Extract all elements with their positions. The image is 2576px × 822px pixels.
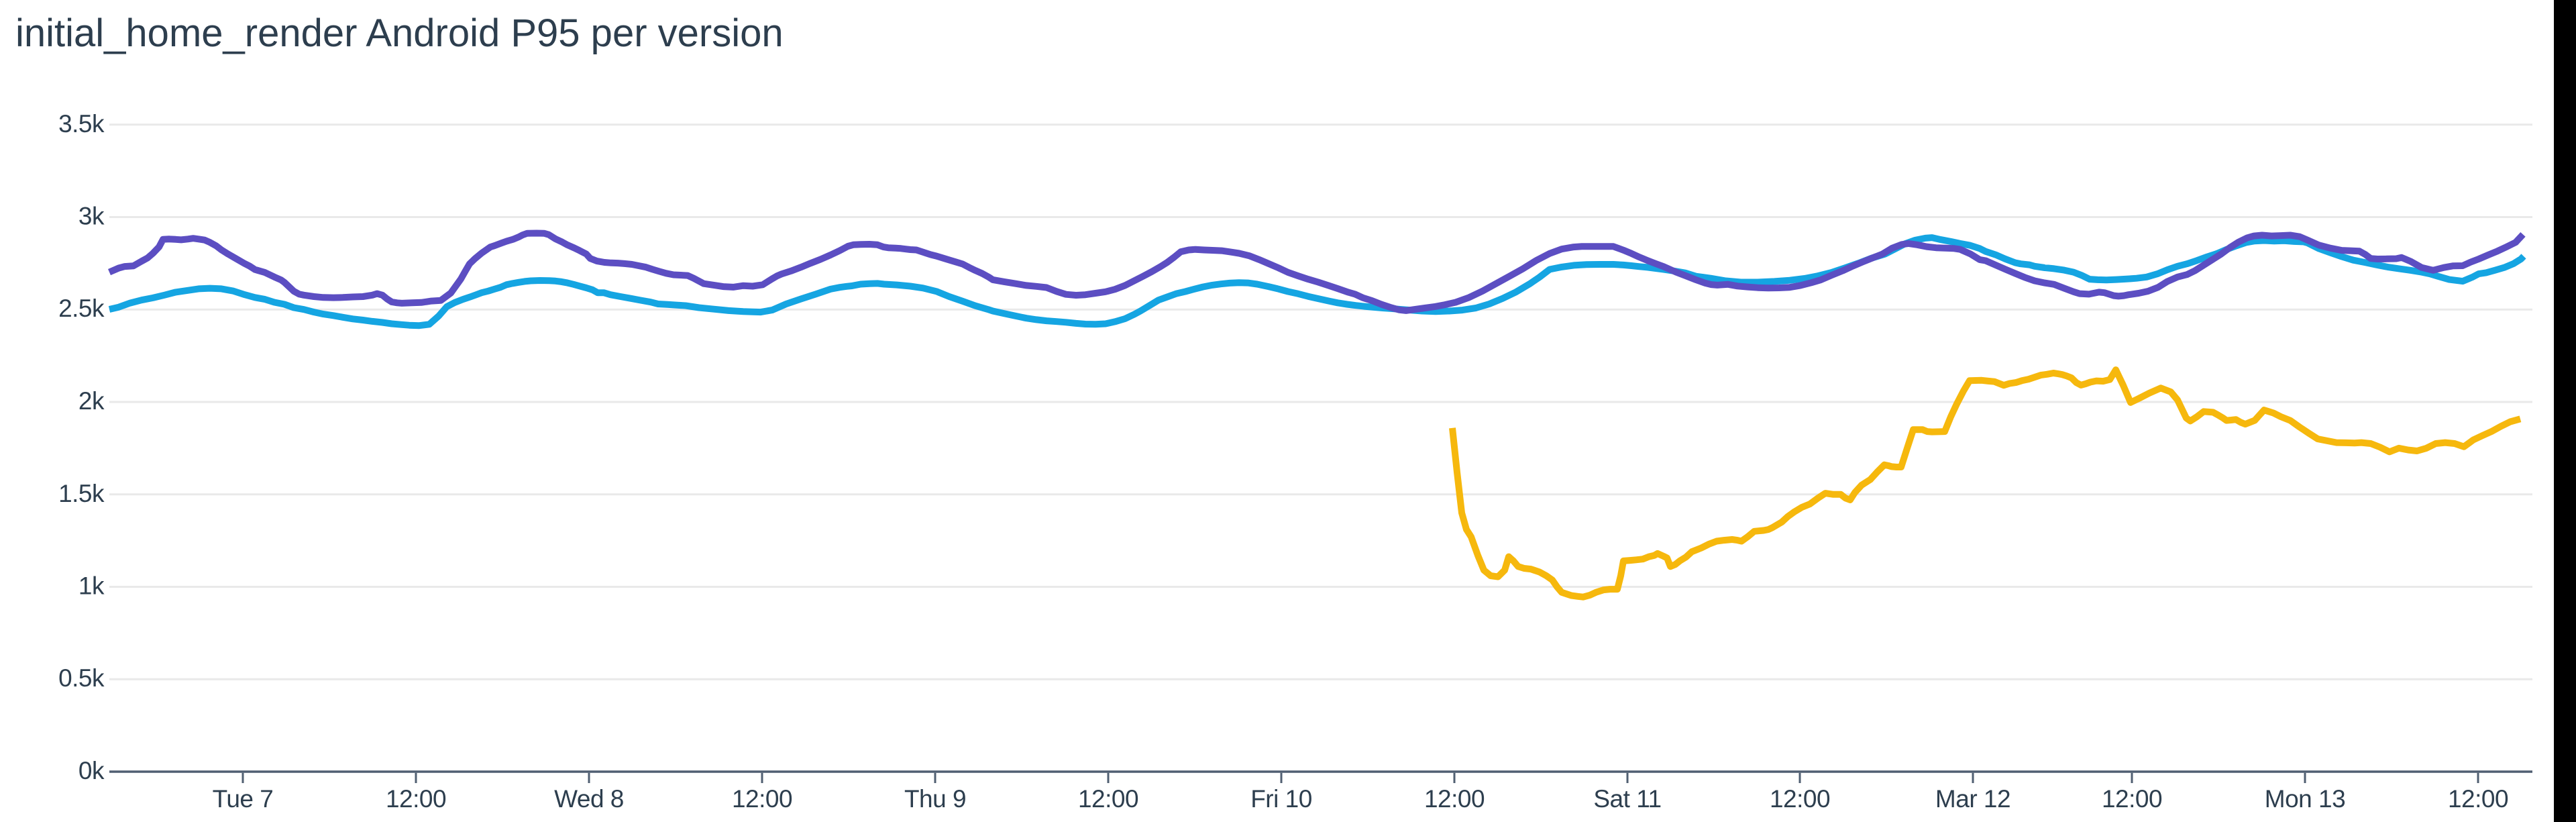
svg-text:1k: 1k [78,572,105,600]
svg-text:3.5k: 3.5k [58,110,105,138]
svg-text:2k: 2k [78,387,105,415]
svg-text:2.5k: 2.5k [58,295,105,322]
svg-text:12:00: 12:00 [1078,785,1138,813]
svg-text:Wed 8: Wed 8 [554,785,624,813]
svg-text:12:00: 12:00 [2102,785,2162,813]
svg-text:12:00: 12:00 [1770,785,1830,813]
svg-text:0k: 0k [78,757,105,784]
svg-text:0.5k: 0.5k [58,664,105,692]
svg-text:Thu 9: Thu 9 [904,785,966,813]
svg-text:12:00: 12:00 [386,785,446,813]
svg-text:Tue 7: Tue 7 [213,785,274,813]
svg-text:3k: 3k [78,203,105,230]
svg-text:Mar 12: Mar 12 [1935,785,2010,813]
svg-text:12:00: 12:00 [732,785,792,813]
svg-text:Fri 10: Fri 10 [1250,785,1312,813]
svg-text:12:00: 12:00 [2448,785,2508,813]
svg-text:1.5k: 1.5k [58,480,105,507]
svg-text:12:00: 12:00 [1424,785,1485,813]
svg-text:Sat 11: Sat 11 [1593,785,1661,813]
svg-text:Mon 13: Mon 13 [2265,785,2345,813]
